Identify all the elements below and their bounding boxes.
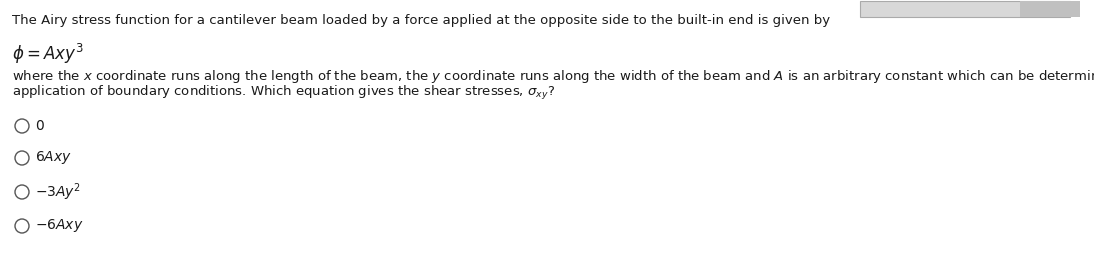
Text: The Airy stress function for a cantilever beam loaded by a force applied at the : The Airy stress function for a cantileve… [12,14,830,27]
Text: $\phi = Axy^3$: $\phi = Axy^3$ [12,42,84,66]
Text: $-3Ay^2$: $-3Ay^2$ [35,181,81,203]
FancyBboxPatch shape [1020,1,1080,17]
Text: application of boundary conditions. Which equation gives the shear stresses, $\s: application of boundary conditions. Whic… [12,84,555,102]
FancyBboxPatch shape [860,1,1070,17]
Text: $6Axy$: $6Axy$ [35,150,72,167]
Text: 0: 0 [35,119,44,133]
Text: where the $x$ coordinate runs along the length of the beam, the $y$ coordinate r: where the $x$ coordinate runs along the … [12,68,1094,85]
Text: $-6Axy$: $-6Axy$ [35,217,83,234]
